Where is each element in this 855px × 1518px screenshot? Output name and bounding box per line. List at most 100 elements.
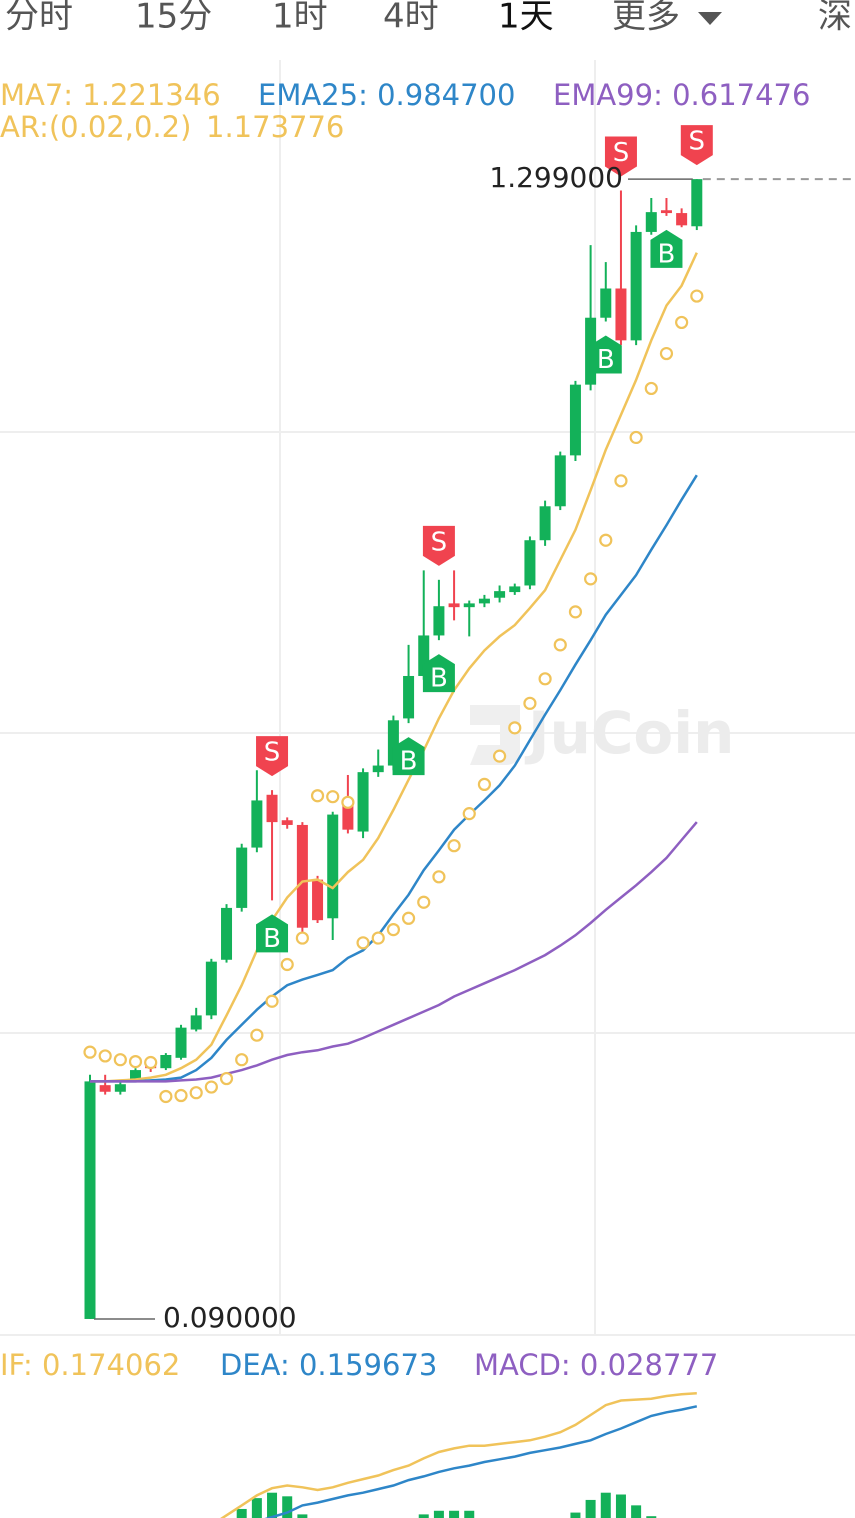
macd-bar (600, 1492, 611, 1518)
tab[interactable]: 15分 (135, 0, 212, 37)
legend-macd: MACD: 0.028777 (474, 1348, 718, 1382)
sar-dot (447, 839, 461, 853)
candle-body (539, 506, 551, 541)
candle-body (433, 606, 445, 636)
sar-dot (401, 911, 416, 925)
candle-body (569, 384, 581, 456)
max-label: 1.299000 (489, 161, 623, 194)
candle-body (251, 800, 263, 848)
candle-body (266, 794, 278, 823)
legend-ema99: EMA99: 0.617476 (553, 78, 810, 112)
tab[interactable]: 更多 (612, 0, 680, 37)
candle-body (645, 212, 657, 232)
dropdown-arrow[interactable] (698, 12, 722, 25)
candle-body (463, 603, 475, 608)
candle-body (99, 1085, 111, 1092)
min-label: 0.090000 (163, 1301, 297, 1334)
candle-body (342, 800, 354, 830)
ma-line (90, 252, 698, 1083)
sar-dot (265, 994, 279, 1008)
sar-dot (508, 721, 522, 735)
sar-dot (113, 1053, 127, 1067)
macd-plot (220, 1392, 698, 1518)
sar-dot (83, 1045, 97, 1059)
tab-bar: 分时 15分 1时 4时 1天 更多 深 (5, 0, 852, 37)
candle-body (221, 907, 233, 960)
candle-body (418, 635, 430, 676)
tab[interactable]: 1时 (272, 0, 328, 37)
legend-sar-value: 1.173776 (206, 110, 344, 144)
sar-dot (477, 777, 492, 792)
sar-dot (250, 1028, 264, 1042)
candle-body (387, 720, 399, 766)
tab[interactable]: 分时 (5, 0, 73, 37)
legend-ema25: EMA25: 0.984700 (258, 78, 515, 112)
sar-dot (568, 605, 583, 619)
sar-dot (538, 672, 552, 686)
candle-body (312, 879, 324, 921)
sar-dot (599, 533, 613, 547)
candle-body (130, 1070, 142, 1080)
tab[interactable]: 深 (818, 0, 852, 37)
signal-marker (422, 525, 455, 566)
sar-dot (417, 895, 431, 909)
signal-marker (604, 136, 637, 177)
signal-label: S (264, 738, 281, 768)
sar-dot (280, 957, 294, 972)
candle-body (114, 1084, 126, 1092)
signal-label: B (263, 924, 281, 954)
signal-marker (256, 914, 289, 953)
watermark-text: JuCoin (524, 699, 734, 767)
sar-dot (189, 1086, 203, 1100)
macd-line (264, 1405, 698, 1518)
sar-dot (128, 1054, 143, 1069)
main-plot (83, 179, 704, 1319)
macd-bar (646, 1516, 657, 1518)
signal-label: S (431, 527, 448, 557)
sar-dot (584, 572, 598, 586)
signal-marker (422, 654, 455, 693)
sar-dot (629, 430, 643, 445)
candle-body (175, 1027, 187, 1058)
sar-dot (492, 749, 507, 763)
macd-bar (418, 1514, 429, 1518)
candle-body (403, 675, 415, 719)
candle-body (660, 210, 672, 214)
macd-bar (251, 1498, 262, 1518)
candle-body (615, 288, 627, 341)
candle-body (494, 591, 506, 598)
sar-dot (356, 936, 370, 950)
candle-body (448, 603, 460, 608)
sar-dot (235, 1053, 249, 1067)
sar-dot (144, 1055, 158, 1070)
macd-bar (449, 1510, 460, 1518)
sar-dot (341, 795, 355, 809)
candle-body (236, 847, 248, 908)
sar-dot (644, 381, 658, 396)
candle-body (676, 213, 688, 226)
sar-dot (219, 1071, 234, 1086)
macd-bar (267, 1492, 278, 1518)
ma-line (90, 474, 698, 1083)
signal-label: B (430, 664, 448, 694)
macd-bar (433, 1510, 444, 1518)
sar-dot (432, 870, 446, 884)
sar-dot (326, 790, 340, 804)
candle-body (554, 455, 566, 507)
candle-body (357, 772, 369, 832)
macd-bar (570, 1512, 581, 1518)
candle-body (524, 540, 536, 586)
sar-dot (310, 789, 325, 803)
tab-selected[interactable]: 1天 (498, 0, 554, 37)
sar-dot (371, 931, 385, 945)
sar-dot (174, 1088, 188, 1103)
candle-body (600, 288, 612, 318)
watermark: JuCoin (470, 699, 734, 767)
sar-dot (98, 1049, 112, 1063)
legend-sar: AR:(0.02,0.2) (0, 110, 191, 144)
tab[interactable]: 4时 (383, 0, 439, 37)
candle-body (509, 586, 521, 593)
signal-label: B (400, 747, 418, 777)
